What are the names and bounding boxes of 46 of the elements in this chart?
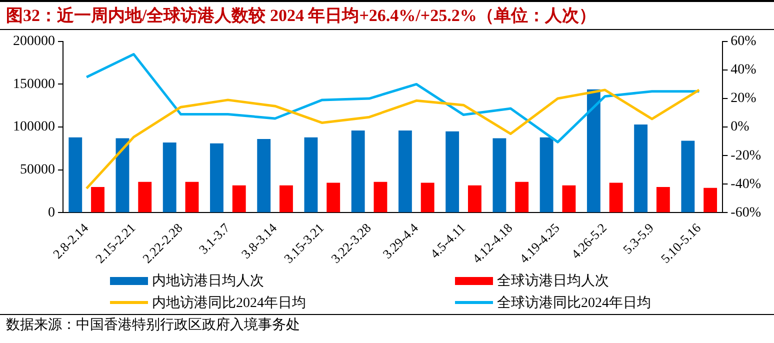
y2-tick-label: 60% xyxy=(730,34,757,50)
source-note: 数据来源：中国香港特别行政区政府入境事务处 xyxy=(0,314,774,335)
bar xyxy=(326,182,340,212)
bar xyxy=(468,185,482,212)
bar xyxy=(185,182,199,212)
bar xyxy=(562,185,576,212)
bar xyxy=(540,137,554,212)
legend-label: 全球访港同比2024年日均 xyxy=(497,294,651,312)
y-tick-label: 200000 xyxy=(13,34,55,50)
y2-tick-label: 0% xyxy=(730,120,750,135)
y2-tick-label: -40% xyxy=(730,176,762,192)
bar xyxy=(656,187,670,212)
y-tick-label: 100000 xyxy=(13,120,55,135)
bar xyxy=(257,139,271,212)
y2-tick-label: -60% xyxy=(730,205,762,220)
bar xyxy=(704,188,718,212)
bar xyxy=(91,187,104,212)
bar xyxy=(210,143,224,212)
bar xyxy=(374,182,388,212)
bar xyxy=(304,137,318,212)
y-tick-label: 150000 xyxy=(13,76,55,92)
bar xyxy=(634,124,648,212)
bar xyxy=(162,142,176,212)
legend-label: 内地访港日均人次 xyxy=(152,272,264,290)
bar xyxy=(492,138,506,212)
bar xyxy=(515,182,529,212)
bar xyxy=(68,137,82,212)
bar xyxy=(446,131,460,212)
bar xyxy=(586,89,600,212)
bar xyxy=(681,140,695,212)
bar xyxy=(609,182,623,212)
bar xyxy=(398,130,412,212)
legend-label: 内地访港同比2024年日均 xyxy=(152,294,306,312)
bar xyxy=(280,185,293,212)
bar xyxy=(116,138,130,212)
y-tick-label: 50000 xyxy=(20,162,55,178)
bar xyxy=(232,185,246,212)
y2-tick-label: -20% xyxy=(730,148,762,164)
bar xyxy=(351,130,365,212)
y-tick-label: 0 xyxy=(48,205,55,220)
y2-tick-label: 40% xyxy=(730,62,757,78)
bar xyxy=(138,182,152,212)
legend-label: 全球访港日均人次 xyxy=(497,272,609,290)
chart-title: 图32：近一周内地/全球访港人数较 2024 年日均+26.4%/+25.2%（单位：人次） xyxy=(0,0,774,30)
bar xyxy=(420,182,434,212)
y2-tick-label: 20% xyxy=(730,91,757,106)
